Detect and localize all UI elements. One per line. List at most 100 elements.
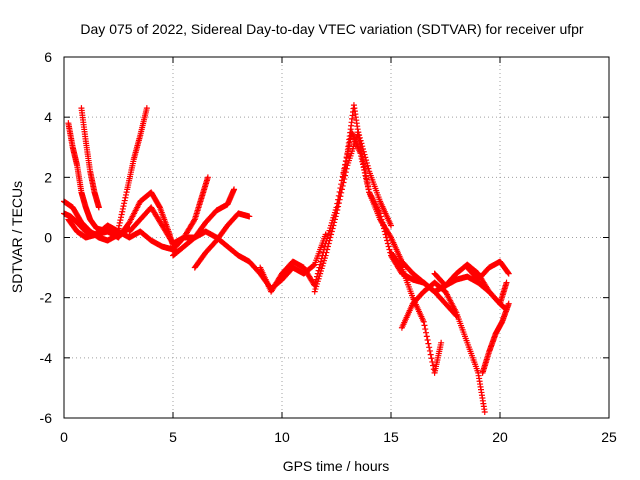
- data-point: [423, 333, 430, 340]
- data-series: [340, 129, 510, 313]
- data-point: [364, 183, 371, 190]
- data-point: [364, 180, 371, 187]
- data-point: [420, 318, 427, 325]
- data-point: [335, 203, 342, 210]
- data-point: [328, 228, 335, 235]
- data-point: [143, 105, 150, 112]
- x-tick-label: 5: [169, 429, 177, 445]
- data-point: [327, 234, 334, 241]
- data-point: [329, 225, 336, 232]
- y-axis-label: SDTVAR / TECUs: [9, 181, 25, 293]
- x-tick-label: 15: [383, 429, 399, 445]
- data-point: [341, 164, 348, 171]
- y-tick-label: 6: [44, 49, 52, 65]
- data-point: [398, 263, 405, 270]
- x-axis-label: GPS time / hours: [283, 458, 390, 474]
- data-point: [122, 191, 129, 198]
- data-point: [341, 167, 348, 174]
- data-point: [505, 300, 512, 307]
- data-point: [362, 154, 369, 161]
- data-point: [121, 197, 128, 204]
- data-point: [323, 249, 330, 256]
- data-point: [430, 362, 437, 369]
- data-point: [363, 159, 370, 166]
- data-point: [326, 237, 333, 244]
- data-series: [65, 120, 122, 238]
- data-series: [126, 174, 211, 247]
- data-point: [344, 151, 351, 158]
- y-tick-label: 2: [44, 169, 52, 185]
- data-series: [311, 129, 394, 295]
- data-point: [503, 279, 510, 286]
- data-point: [324, 246, 331, 253]
- data-series: [191, 210, 253, 271]
- data-point: [363, 178, 370, 185]
- data-point: [335, 200, 342, 207]
- data-point: [343, 154, 350, 161]
- data-point: [337, 193, 344, 200]
- data-point: [428, 355, 435, 362]
- data-point: [191, 217, 198, 224]
- axis-ticks: 0 5 10 15 20 25 -6 -4 -2 0 2 4 6: [40, 49, 617, 445]
- data-point: [361, 169, 368, 176]
- data-point: [338, 189, 345, 196]
- data-point: [340, 179, 347, 186]
- data-point: [365, 186, 372, 193]
- data-point: [118, 211, 125, 218]
- data-point: [328, 231, 335, 238]
- data-series: [398, 279, 488, 415]
- data-point: [424, 336, 431, 343]
- data-point: [338, 186, 345, 193]
- y-tick-label: -4: [40, 350, 53, 366]
- data-point: [365, 165, 372, 172]
- data-point: [331, 219, 338, 226]
- data-series: [65, 216, 329, 292]
- data-series: [464, 258, 512, 283]
- data-series: [115, 105, 150, 232]
- data-point: [330, 222, 337, 229]
- data-point: [117, 217, 124, 224]
- data-point: [364, 162, 371, 169]
- data-point: [363, 157, 370, 164]
- data-point: [357, 137, 364, 144]
- data-point: [426, 344, 433, 351]
- data-point: [123, 189, 130, 196]
- data-point: [505, 270, 512, 277]
- data-point: [342, 161, 349, 168]
- data-point: [324, 243, 331, 250]
- data-point: [358, 140, 365, 147]
- data-point: [204, 174, 211, 181]
- data-point: [325, 240, 332, 247]
- data-point: [505, 269, 512, 276]
- y-tick-label: -2: [40, 290, 53, 306]
- data-point: [384, 240, 391, 247]
- data-point: [388, 222, 394, 229]
- data-point: [246, 213, 253, 220]
- data-point: [356, 132, 363, 139]
- data-point: [322, 252, 329, 259]
- data-point: [358, 153, 365, 160]
- data-point: [336, 196, 343, 203]
- x-tick-label: 10: [274, 429, 290, 445]
- data-point: [355, 129, 362, 136]
- data-point: [421, 322, 428, 329]
- data-point: [331, 216, 338, 223]
- data-point: [422, 326, 429, 333]
- data-point: [346, 142, 353, 149]
- data-point: [340, 174, 347, 181]
- data-series: [170, 186, 238, 259]
- data-point: [359, 161, 366, 168]
- data-point: [346, 138, 353, 145]
- data-point: [121, 200, 128, 207]
- data-point: [385, 243, 392, 250]
- data-point: [345, 148, 352, 155]
- data-point: [156, 203, 163, 210]
- data-point: [334, 206, 341, 213]
- data-point: [359, 158, 366, 165]
- data-series: [388, 249, 445, 376]
- data-point: [426, 347, 433, 354]
- data-point: [363, 175, 370, 182]
- x-tick-label: 25: [601, 429, 617, 445]
- data-point: [119, 205, 126, 212]
